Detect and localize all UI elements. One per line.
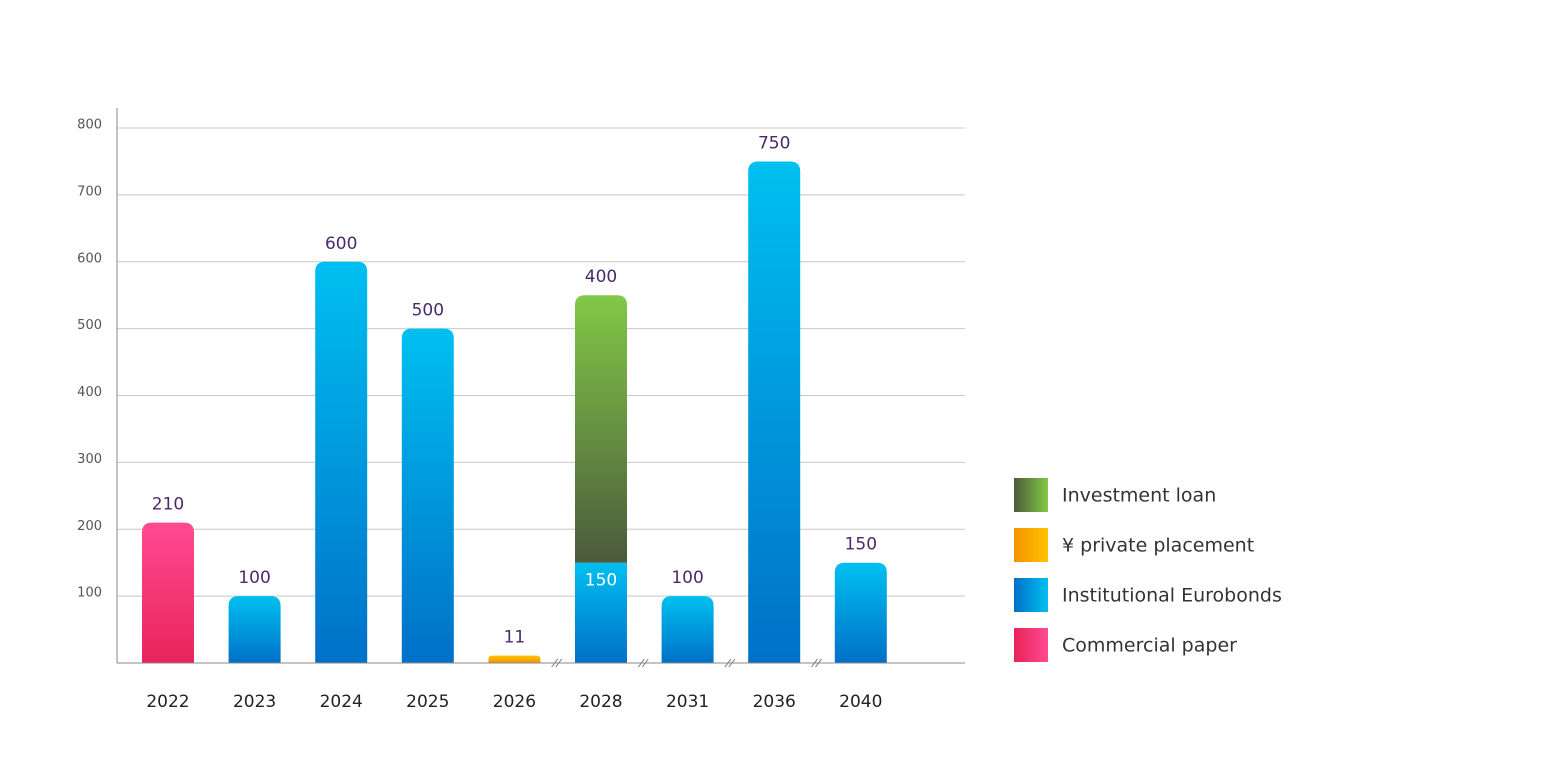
x-tick-label: 2025 [406,692,449,712]
legend-label: Commercial paper [1062,635,1237,657]
x-tick-label: 2031 [666,692,709,712]
legend-label: Investment loan [1062,485,1216,507]
legend-swatch [1014,478,1048,512]
value-label: 100 [671,568,703,588]
y-tick-label: 600 [77,251,102,266]
legend-swatch [1014,528,1048,562]
y-tick-label: 100 [77,586,102,601]
y-tick-label: 700 [77,184,102,199]
y-tick-label: 800 [77,118,102,133]
x-tick-label: 2023 [233,692,276,712]
bar-segment [575,295,627,563]
y-tick-label: 500 [77,318,102,333]
bar-segment [142,522,194,663]
bar-segment [401,328,454,663]
x-tick-label: 2036 [753,692,796,712]
value-label: 150 [585,571,617,591]
value-label: 100 [238,568,270,588]
bar-segment [748,161,801,664]
value-label: 11 [504,628,526,648]
x-tick-label: 2024 [320,692,363,712]
x-tick-label: 2022 [146,692,189,712]
bar-segment [228,596,281,663]
value-label: 500 [412,301,444,321]
value-label: 150 [845,535,877,555]
y-tick-label: 300 [77,452,102,467]
bar-segment [315,261,368,663]
bar-segment [488,655,541,663]
x-tick-label: 2028 [579,692,622,712]
legend-swatch [1014,628,1048,662]
bar-segment [834,562,887,663]
y-tick-label: 200 [77,519,102,534]
legend-label: ¥ private placement [1062,535,1254,557]
legend-swatch [1014,578,1048,612]
value-label: 600 [325,234,357,254]
value-label: 750 [758,133,790,153]
value-label: 400 [585,267,617,287]
y-tick-label: 400 [77,385,102,400]
legend-label: Institutional Eurobonds [1062,585,1282,607]
x-tick-label: 2026 [493,692,536,712]
bar-segment [575,562,627,663]
x-tick-label: 2040 [839,692,882,712]
value-label: 210 [152,495,184,515]
bar-segment [661,596,714,663]
